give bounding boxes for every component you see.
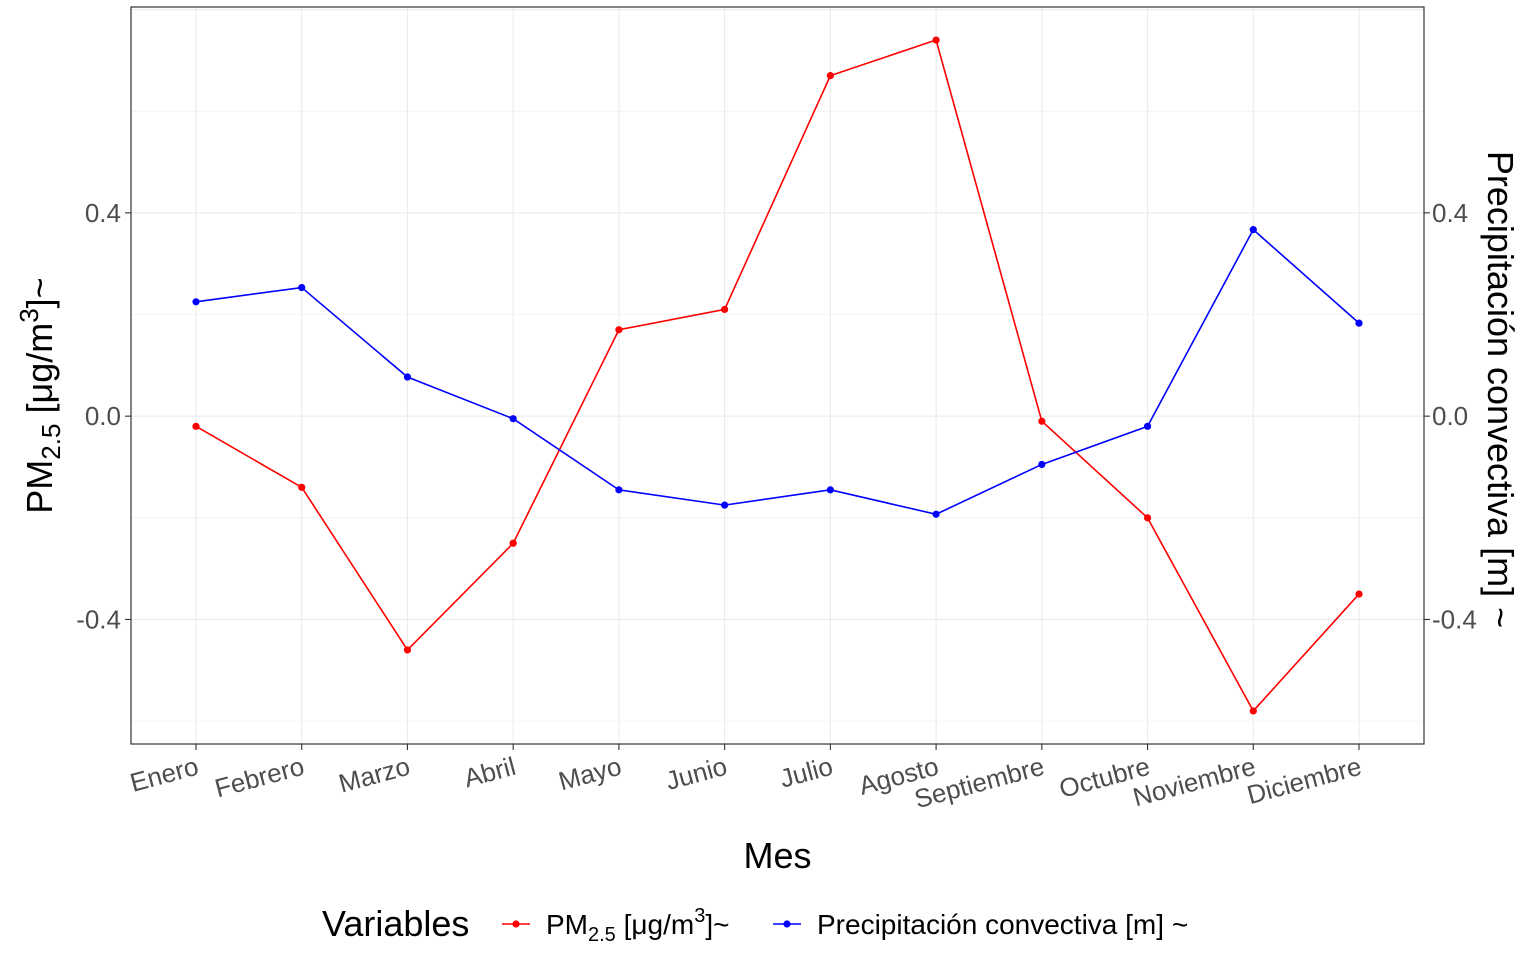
series-point-1	[721, 501, 729, 509]
series-point-0	[298, 483, 306, 491]
legend-key-pm25-dot	[512, 920, 520, 928]
x-axis-title: Mes	[743, 835, 811, 876]
legend-pm-unit-pre: [μg/m	[616, 909, 694, 940]
x-tick-label: Febrero	[212, 751, 308, 804]
series-point-1	[932, 510, 940, 518]
x-tick-label: Enero	[127, 751, 202, 798]
series-point-1	[1249, 226, 1257, 234]
ylabel-left-sup: 3	[14, 308, 44, 322]
series-point-0	[932, 36, 940, 44]
legend-pm-base: PM	[546, 909, 588, 940]
series-point-0	[1143, 514, 1152, 522]
series-point-0	[826, 72, 834, 80]
series-point-0	[192, 422, 200, 430]
x-tick-label: Marzo	[335, 751, 413, 799]
series-point-0	[721, 305, 729, 314]
series-point-0	[1249, 707, 1257, 715]
series-point-1	[403, 373, 412, 381]
legend-pm-unit-post: ]~	[705, 909, 729, 940]
y-axis-title-right: Precipitación convectiva [m] ~	[1480, 151, 1521, 628]
legend-key-precip	[773, 920, 801, 928]
x-tick-label: Junio	[662, 751, 730, 796]
legend-key-pm25	[502, 920, 530, 928]
ylabel-left-unit-pre: [μg/m	[19, 323, 60, 424]
series-point-0	[1355, 590, 1363, 598]
legend: Variables PM2.5 [μg/m3]~ Precipitación c…	[322, 903, 1188, 946]
grid	[131, 7, 1424, 744]
y-tick-label-right: 0.4	[1432, 198, 1468, 228]
y-tick-label-left: 0.0	[85, 401, 121, 431]
legend-label-precip: Precipitación convectiva [m] ~	[817, 909, 1188, 940]
series-line-0	[195, 39, 1360, 713]
series-point-1	[1038, 460, 1046, 469]
series-point-0	[509, 539, 517, 547]
legend-pm-sup: 3	[694, 905, 705, 927]
legend-pm-sub: 2.5	[588, 924, 616, 946]
series-point-1	[298, 283, 306, 292]
series-point-1	[826, 486, 834, 494]
series-point-0	[615, 326, 623, 334]
panel-border	[130, 6, 1425, 745]
series-point-0	[403, 646, 412, 654]
legend-title: Variables	[322, 903, 469, 944]
series-point-1	[192, 298, 200, 306]
ylabel-left-base: PM	[19, 460, 60, 514]
y-tick-label-left: 0.4	[85, 198, 121, 228]
series-point-1	[1355, 319, 1363, 327]
x-tick-label: Diciembre	[1244, 751, 1365, 810]
x-tick-label: Julio	[776, 751, 835, 794]
y-tick-label-left: -0.4	[76, 604, 121, 634]
x-tick-label: Noviembre	[1130, 751, 1259, 813]
series-layer	[192, 36, 1363, 715]
series-point-1	[509, 415, 517, 423]
y-tick-label-right: -0.4	[1432, 604, 1477, 634]
y-axis-title-left: PM2.5 [μg/m3]~	[14, 277, 66, 513]
ylabel-left-sub: 2.5	[36, 424, 66, 460]
legend-key-precip-dot	[783, 920, 791, 928]
ylabel-left-unit-post: ]~	[19, 277, 60, 308]
series-point-1	[615, 486, 623, 494]
series-line-1	[195, 228, 1360, 516]
x-tick-label: Abril	[461, 751, 519, 793]
series-point-1	[1143, 422, 1152, 430]
series-point-0	[1038, 417, 1046, 425]
x-tick-label: Mayo	[555, 751, 624, 796]
legend-label-pm25: PM2.5 [μg/m3]~	[546, 905, 729, 946]
y-tick-label-right: 0.0	[1432, 401, 1468, 431]
